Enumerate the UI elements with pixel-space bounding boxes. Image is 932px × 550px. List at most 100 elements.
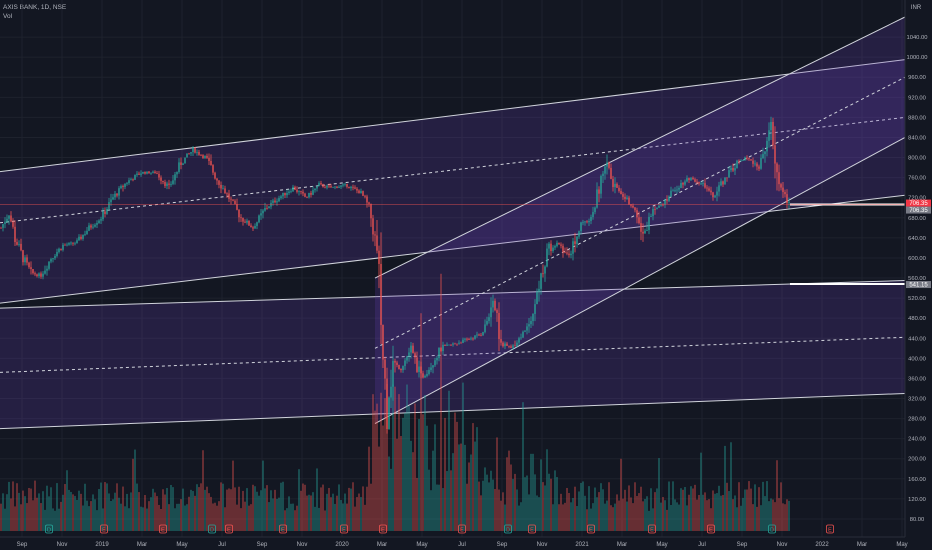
volume-bar: [642, 501, 644, 531]
volume-bar: [270, 490, 272, 531]
volume-bar: [340, 499, 342, 531]
volume-bar: [602, 489, 604, 531]
volume-bar: [554, 470, 556, 531]
volume-bar: [56, 483, 58, 531]
candle-body: [166, 183, 168, 186]
volume-bar: [18, 492, 20, 531]
y-tick-label: 760.00: [908, 176, 926, 182]
volume-bar: [778, 498, 780, 531]
candle-body: [64, 244, 66, 246]
candle-body: [450, 344, 452, 346]
candle-body: [130, 179, 132, 181]
x-tick-label: Jul: [458, 542, 466, 548]
volume-bar: [448, 390, 450, 531]
volume-bar: [724, 445, 726, 531]
volume-bar: [742, 497, 744, 531]
candle-body: [708, 188, 710, 191]
volume-bar: [118, 497, 120, 531]
volume-bar: [360, 497, 362, 531]
price-badge: [906, 199, 931, 207]
volume-bar: [672, 481, 674, 531]
volume-bar: [538, 497, 540, 531]
volume-bar: [298, 469, 300, 531]
volume-bar: [200, 483, 202, 531]
candle-body: [176, 172, 178, 175]
candle-body: [488, 317, 490, 322]
candle-body: [250, 225, 252, 228]
candle-body: [498, 312, 500, 340]
candle-body: [734, 168, 736, 171]
candle-body: [322, 184, 324, 187]
candle-body: [406, 356, 408, 361]
candle-body: [228, 193, 230, 199]
candle-body: [0, 227, 2, 229]
candle-body: [304, 193, 306, 197]
candle-body: [200, 154, 202, 156]
candle-body: [296, 189, 298, 192]
candle-body: [398, 364, 400, 369]
candle-body: [764, 151, 766, 155]
volume-bar: [208, 493, 210, 531]
candle-body: [536, 291, 538, 305]
candle-body: [162, 180, 164, 183]
candle-body: [772, 121, 774, 146]
candle-body: [652, 208, 654, 217]
volume-bar: [2, 493, 4, 531]
volume-bar: [754, 484, 756, 531]
x-tick-label: Nov: [57, 542, 68, 548]
candle-body: [10, 215, 12, 222]
volume-bar: [578, 491, 580, 531]
candle-body: [592, 212, 594, 218]
candle-body: [502, 342, 504, 347]
candle-body: [310, 192, 312, 195]
x-tick-label: Sep: [737, 542, 748, 548]
volume-bar: [436, 484, 438, 531]
candle-body: [474, 335, 476, 339]
candle-body: [364, 195, 366, 197]
event-marker-label: D: [47, 527, 51, 533]
volume-bar: [58, 508, 60, 531]
candle-body: [728, 170, 730, 178]
candle-body: [70, 242, 72, 244]
volume-bar: [596, 497, 598, 531]
volume-bar: [594, 487, 596, 531]
volume-label: Vol: [3, 13, 13, 20]
volume-bar: [502, 492, 504, 531]
volume-bar: [474, 441, 476, 531]
candle-body: [374, 234, 376, 236]
volume-bar: [182, 488, 184, 531]
candle-body: [336, 186, 338, 188]
candle-body: [136, 173, 138, 175]
candle-body: [584, 221, 586, 223]
y-tick-label: 640.00: [908, 236, 926, 242]
candle-body: [570, 253, 572, 256]
volume-bar: [442, 488, 444, 531]
candle-body: [688, 178, 690, 181]
candle-body: [494, 300, 496, 311]
event-marker: [225, 524, 233, 534]
candle-body: [574, 241, 576, 244]
volume-bar: [300, 490, 302, 531]
volume-bar: [772, 499, 774, 531]
x-tick-label: May: [416, 542, 427, 548]
candle-body: [82, 234, 84, 239]
candle-body: [22, 250, 24, 263]
volume-bar: [668, 481, 670, 531]
candle-body: [696, 181, 698, 183]
candle-body: [44, 270, 46, 274]
volume-bar: [418, 419, 420, 531]
volume-bar: [322, 484, 324, 531]
y-tick-label: 720.00: [908, 196, 926, 202]
candle-body: [280, 196, 282, 199]
volume-bar: [146, 508, 148, 531]
volume-bar: [568, 493, 570, 531]
candle-body: [318, 183, 320, 187]
candle-body: [442, 344, 444, 352]
event-marker-label: D: [210, 527, 214, 533]
candle-body: [704, 183, 706, 188]
volume-bar: [382, 425, 384, 531]
candle-body: [666, 199, 668, 201]
